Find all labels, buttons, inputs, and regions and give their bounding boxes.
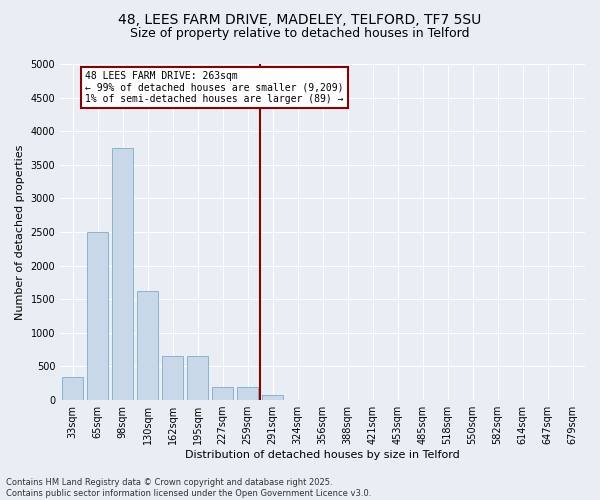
Bar [137, 291, 158, 400]
Text: 48, LEES FARM DRIVE, MADELEY, TELFORD, TF7 5SU: 48, LEES FARM DRIVE, MADELEY, TELFORD, T… [118, 12, 482, 26]
Bar [237, 386, 258, 400]
Bar [162, 356, 183, 400]
Bar [112, 148, 133, 400]
Bar [262, 395, 283, 400]
Text: 48 LEES FARM DRIVE: 263sqm
← 99% of detached houses are smaller (9,209)
1% of se: 48 LEES FARM DRIVE: 263sqm ← 99% of deta… [85, 70, 344, 104]
Y-axis label: Number of detached properties: Number of detached properties [15, 144, 25, 320]
Bar [212, 386, 233, 400]
Text: Contains HM Land Registry data © Crown copyright and database right 2025.
Contai: Contains HM Land Registry data © Crown c… [6, 478, 371, 498]
X-axis label: Distribution of detached houses by size in Telford: Distribution of detached houses by size … [185, 450, 460, 460]
Bar [62, 376, 83, 400]
Bar [87, 232, 108, 400]
Bar [187, 356, 208, 400]
Text: Size of property relative to detached houses in Telford: Size of property relative to detached ho… [130, 28, 470, 40]
